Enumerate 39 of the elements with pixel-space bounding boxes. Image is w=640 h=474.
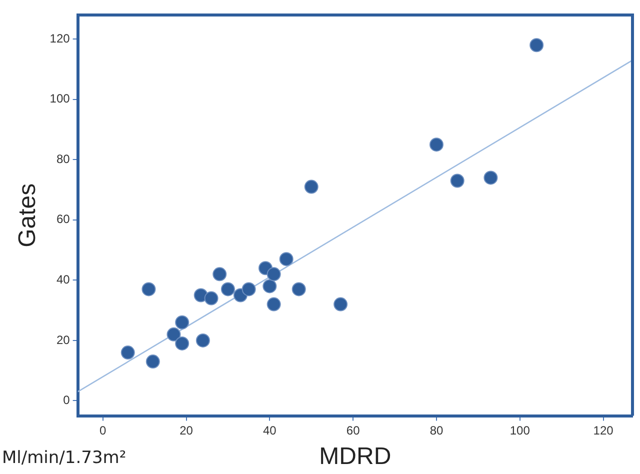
- y-tick-label: 20: [56, 332, 70, 347]
- point: [242, 282, 256, 296]
- point: [220, 282, 235, 296]
- point: [120, 346, 135, 360]
- x-tick-label: 100: [510, 423, 530, 438]
- point: [334, 297, 348, 312]
- point: [204, 291, 218, 306]
- point: [530, 38, 544, 52]
- x-tick-label: 120: [593, 423, 614, 438]
- y-tick-label: 0: [63, 393, 70, 408]
- point: [146, 354, 160, 369]
- x-tick-label: 60: [346, 423, 360, 438]
- y-tick-label: 60: [56, 212, 70, 226]
- y-axis-title: Gates: [14, 183, 42, 248]
- text: Ml/min/1.73m²: [2, 448, 126, 468]
- point: [266, 297, 281, 312]
- point: [279, 252, 294, 266]
- point: [175, 336, 190, 350]
- y-tick-label: 80: [56, 152, 70, 166]
- point: [142, 282, 156, 296]
- point: [166, 327, 181, 342]
- y-tick-label: 40: [56, 272, 70, 287]
- x-tick-label: 20: [180, 423, 194, 438]
- point: [304, 180, 318, 194]
- y-tick-label: 120: [50, 31, 70, 46]
- point: [175, 315, 190, 330]
- x-tick-label: 80: [430, 423, 444, 438]
- point: [484, 170, 498, 185]
- point: [429, 138, 444, 152]
- point: [212, 267, 227, 282]
- x-axis-title: MDRD: [319, 443, 392, 470]
- x-tick-label: 0: [100, 423, 106, 438]
- y-tick-label: 100: [50, 92, 70, 106]
- point: [266, 267, 281, 282]
- point: [292, 282, 306, 296]
- x-tick-label: 40: [262, 423, 277, 438]
- point: [262, 279, 277, 294]
- point: [196, 333, 210, 348]
- point: [450, 174, 464, 188]
